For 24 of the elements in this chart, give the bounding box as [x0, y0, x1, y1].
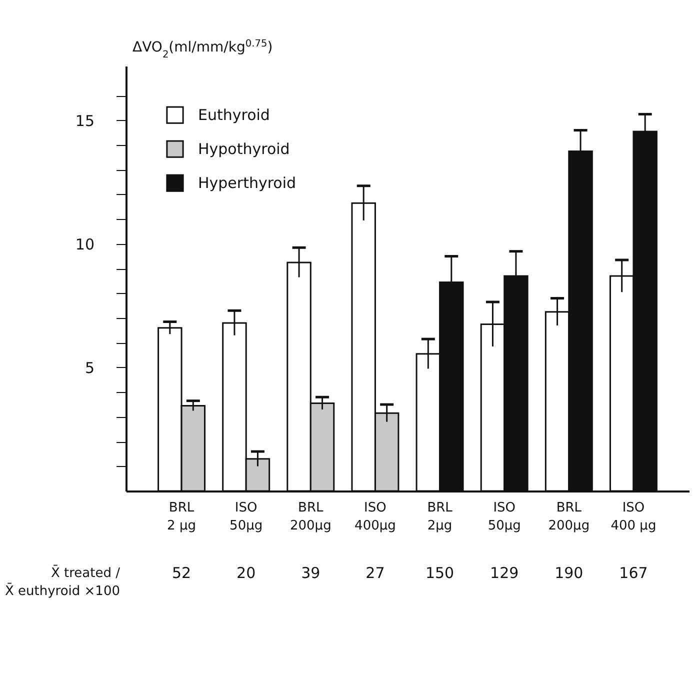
legend-label: Hyperthyroid — [198, 174, 296, 192]
text: 39 — [301, 564, 320, 582]
text: 27 — [366, 564, 385, 582]
x-tick-label: BRL 200µg — [548, 500, 590, 534]
text: 52 — [172, 564, 192, 582]
x-tick-label: ISO 400 µg — [610, 500, 656, 534]
text: 190 — [554, 564, 584, 582]
text: 129 — [490, 564, 519, 582]
text: X̄ treated / X̄ euthyroid ×100 — [4, 564, 121, 599]
x-tick-label: BRL 200µg — [290, 500, 332, 534]
text: 20 — [236, 564, 256, 582]
y-tick-label: 10 — [75, 235, 94, 254]
legend-label: Euthyroid — [198, 106, 270, 124]
x-tick-label: BRL 2µg — [427, 500, 454, 534]
legend-label: Hypothyroid — [198, 140, 290, 158]
text: 167 — [619, 564, 648, 582]
x-tick-label: ISO 50µg — [230, 500, 263, 534]
x-tick-label: ISO 400µg — [354, 500, 396, 534]
x-tick-label: BRL 2 µg — [167, 500, 196, 534]
text: 150 — [425, 564, 454, 582]
x-tick-label: ISO 50µg — [488, 500, 521, 534]
y-tick-label: 5 — [84, 358, 94, 377]
y-axis-title: ΔVO$_{2}$(ml/mm/kg$^{0.75}$) — [132, 38, 273, 60]
y-tick-label: 15 — [75, 112, 94, 130]
